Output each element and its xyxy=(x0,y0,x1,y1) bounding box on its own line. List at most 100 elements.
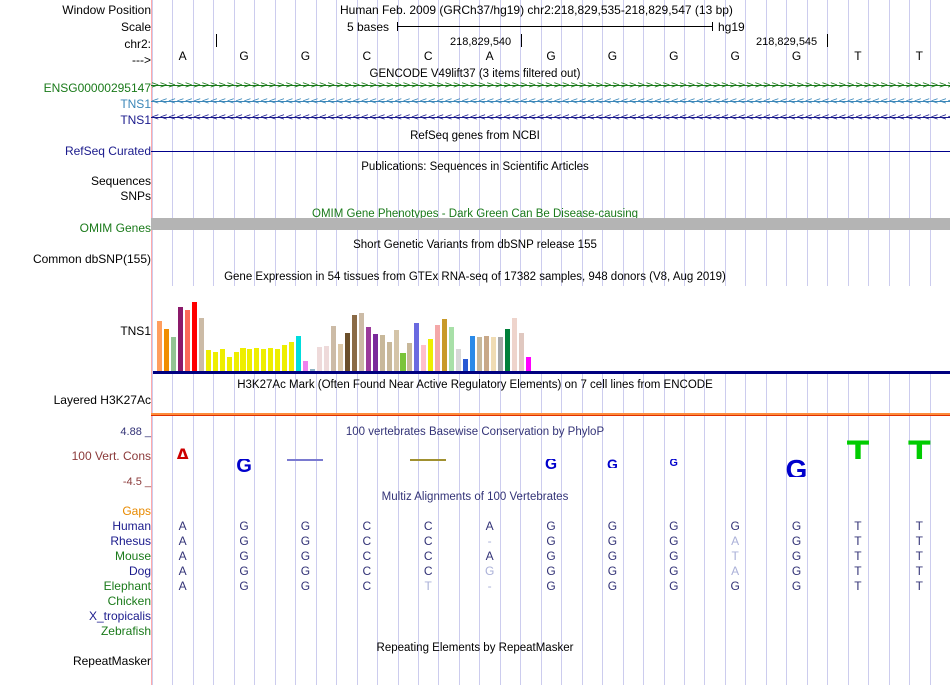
gtex-tissue-bar[interactable] xyxy=(310,369,316,371)
gtex-tissue-bar[interactable] xyxy=(289,342,295,371)
gtex-tissue-bar[interactable] xyxy=(344,333,350,371)
gtex-tissue-bar[interactable] xyxy=(456,349,462,371)
gtex-tissue-bar[interactable] xyxy=(414,323,420,371)
gtex-tissue-bar[interactable] xyxy=(477,337,483,371)
gencode-transcript-2[interactable]: <<<<<<<<<<<<<<<<<<<<<<<<<<<<<<<<<<<<<<<<… xyxy=(151,112,950,123)
strand-arrows: <<<<<<<<<<<<<<<<<<<<<<<<<<<<<<<<<<<<<<<<… xyxy=(151,96,950,107)
refseq-curated-line[interactable] xyxy=(151,151,950,152)
alignment-base: G xyxy=(484,564,495,578)
conservation-base-letter: T xyxy=(846,435,870,459)
gtex-tissue-bar[interactable] xyxy=(511,318,517,371)
gtex-tissue-bar[interactable] xyxy=(337,344,343,371)
alignment-base: A xyxy=(178,519,187,533)
gtex-tissue-bar[interactable] xyxy=(421,345,427,371)
omim-gene-band[interactable] xyxy=(151,218,950,230)
species-label-chicken[interactable]: Chicken xyxy=(107,594,151,608)
species-label-mouse[interactable]: Mouse xyxy=(114,549,151,563)
gtex-tissue-bar[interactable] xyxy=(463,359,469,371)
gencode-transcript-0[interactable]: >>>>>>>>>>>>>>>>>>>>>>>>>>>>>>>>>>>>>>>>… xyxy=(151,80,950,91)
alignment-base: A xyxy=(178,579,187,593)
layered-h3k27ac-label[interactable]: Layered H3K27Ac xyxy=(53,393,151,407)
common-dbsnp-label[interactable]: Common dbSNP(155) xyxy=(32,252,151,266)
gtex-tissue-bar[interactable] xyxy=(386,342,392,371)
gtex-tissue-bar[interactable] xyxy=(212,352,218,371)
gtex-tissue-bar[interactable] xyxy=(504,329,510,371)
gtex-tissue-bar[interactable] xyxy=(233,352,239,371)
gtex-tissue-bar[interactable] xyxy=(490,337,496,371)
conservation-base-letter: T xyxy=(907,435,931,459)
gtex-tissue-bar[interactable] xyxy=(254,348,260,371)
gencode-transcript-1[interactable]: <<<<<<<<<<<<<<<<<<<<<<<<<<<<<<<<<<<<<<<<… xyxy=(151,96,950,107)
species-label-rhesus[interactable]: Rhesus xyxy=(110,534,151,548)
repeatmasker-label[interactable]: RepeatMasker xyxy=(72,654,151,668)
alignment-base: T xyxy=(915,549,923,563)
publications-sequences-label[interactable]: Sequences xyxy=(90,174,151,188)
gtex-tissue-bar[interactable] xyxy=(483,336,489,371)
gtex-tissue-bar[interactable] xyxy=(184,310,190,371)
gtex-tissue-bar[interactable] xyxy=(205,350,211,371)
gtex-tissue-bar[interactable] xyxy=(365,327,371,371)
gtex-tissue-bar[interactable] xyxy=(497,337,503,371)
gtex-tissue-bar[interactable] xyxy=(525,357,531,371)
gtex-tissue-bar[interactable] xyxy=(303,361,309,371)
gtex-expression-barchart[interactable] xyxy=(152,286,950,374)
gtex-tissue-bar[interactable] xyxy=(247,349,253,371)
gtex-tissue-bar[interactable] xyxy=(282,345,288,371)
gtex-tissue-bar[interactable] xyxy=(393,330,399,371)
gtex-tissue-bar[interactable] xyxy=(400,353,406,371)
species-label-zebrafish[interactable]: Zebrafish xyxy=(100,624,151,638)
gtex-tissue-bar[interactable] xyxy=(470,336,476,371)
gtex-tissue-bar[interactable] xyxy=(275,349,281,371)
gtex-tissue-bar[interactable] xyxy=(435,325,441,371)
h3k27ac-signal-line[interactable] xyxy=(151,413,950,415)
gencode-row-label-1[interactable]: TNS1 xyxy=(120,97,151,111)
gtex-tissue-bar[interactable] xyxy=(317,347,323,371)
multiz-track-title: Multiz Alignments of 100 Vertebrates xyxy=(381,491,569,503)
sequence-base: G xyxy=(546,49,556,63)
gtex-tissue-bar[interactable] xyxy=(170,337,176,371)
gtex-tissue-bar[interactable] xyxy=(442,319,448,371)
species-label-dog[interactable]: Dog xyxy=(128,564,151,578)
gencode-row-label-2[interactable]: TNS1 xyxy=(120,113,151,127)
publications-snps-label[interactable]: SNPs xyxy=(120,189,151,203)
gtex-tissue-bar[interactable] xyxy=(379,335,385,371)
coord-tick-label-2: 218,829,545 xyxy=(756,36,818,48)
refseq-curated-label[interactable]: RefSeq Curated xyxy=(64,144,151,158)
gtex-tissue-bar[interactable] xyxy=(198,318,204,371)
gtex-tissue-bar[interactable] xyxy=(351,315,357,371)
transcript-line xyxy=(151,117,950,118)
gtex-tissue-bar[interactable] xyxy=(358,313,364,371)
strand-arrows: <<<<<<<<<<<<<<<<<<<<<<<<<<<<<<<<<<<<<<<<… xyxy=(151,112,950,123)
conservation-track-label[interactable]: 100 Vert. Cons xyxy=(71,449,151,463)
species-label-elephant[interactable]: Elephant xyxy=(103,579,151,593)
gtex-tissue-bar[interactable] xyxy=(268,348,274,371)
gtex-tissue-bar[interactable] xyxy=(240,348,246,371)
gtex-tissue-bar[interactable] xyxy=(372,334,378,371)
gtex-tissue-bar[interactable] xyxy=(219,349,225,371)
alignment-base: C xyxy=(362,564,372,578)
alignment-base: G xyxy=(730,579,740,593)
gtex-tissue-bar[interactable] xyxy=(157,321,163,371)
gtex-tissue-bar[interactable] xyxy=(163,329,169,371)
gtex-tissue-bar[interactable] xyxy=(449,327,455,371)
multiz-gaps-label[interactable]: Gaps xyxy=(122,504,151,518)
gtex-tissue-bar[interactable] xyxy=(226,357,232,371)
gtex-tissue-bar[interactable] xyxy=(428,339,434,371)
alignment-base: C xyxy=(423,549,433,563)
species-label-x_tropicalis[interactable]: X_tropicalis xyxy=(88,609,151,623)
gtex-tissue-bar[interactable] xyxy=(177,307,183,371)
omim-genes-label[interactable]: OMIM Genes xyxy=(79,221,151,235)
gtex-tissue-bar[interactable] xyxy=(330,326,336,371)
gtex-gene-label[interactable]: TNS1 xyxy=(120,324,151,338)
alignment-base: G xyxy=(669,519,679,533)
gencode-row-label-0[interactable]: ENSG00000295147 xyxy=(43,81,151,95)
alignment-base: G xyxy=(669,564,679,578)
gtex-tissue-bar[interactable] xyxy=(407,343,413,371)
gtex-tissue-bar[interactable] xyxy=(191,302,197,371)
gtex-tissue-bar[interactable] xyxy=(296,336,302,371)
gtex-tissue-bar[interactable] xyxy=(323,346,329,371)
gtex-tissue-bar[interactable] xyxy=(261,349,267,371)
gtex-tissue-bar[interactable] xyxy=(518,333,524,371)
species-label-human[interactable]: Human xyxy=(112,519,151,533)
alignment-base: - xyxy=(487,534,492,548)
